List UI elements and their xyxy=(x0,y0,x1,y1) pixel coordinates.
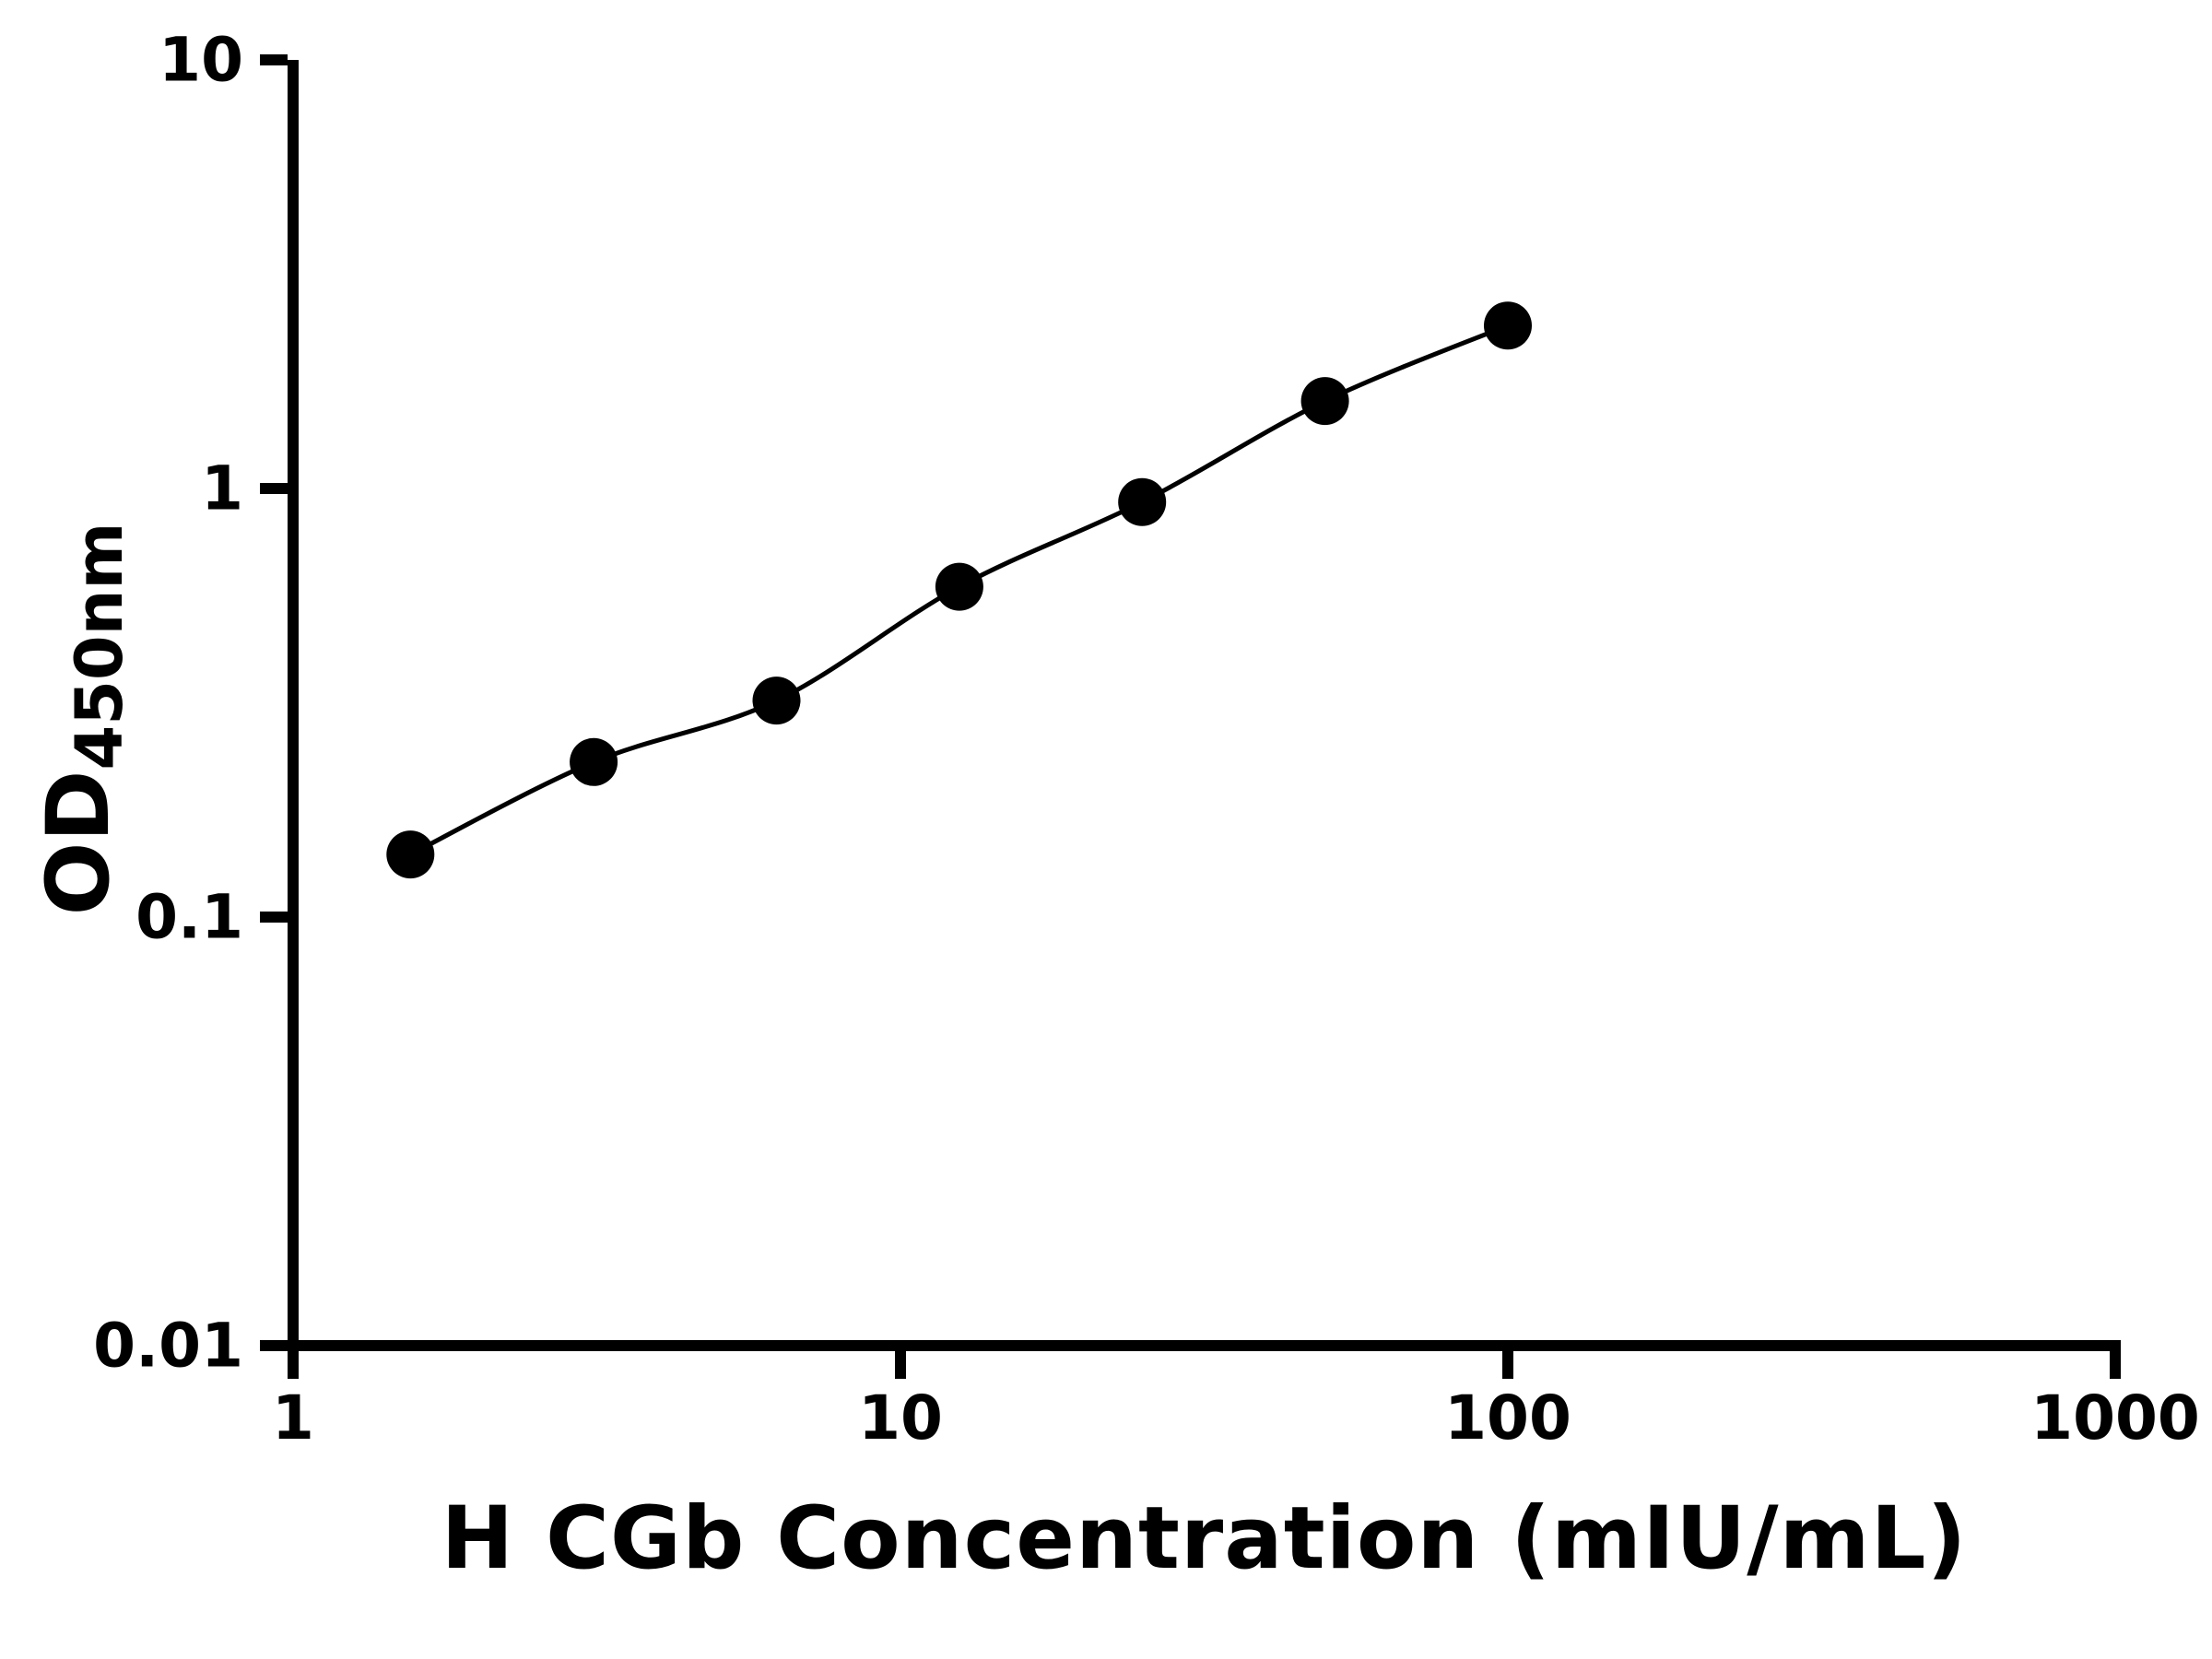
y-axis-tick-label: 10 xyxy=(159,25,243,96)
data-point xyxy=(1300,377,1349,426)
data-point xyxy=(752,677,801,725)
x-axis-title: H CGb Concentration (mIU/mL) xyxy=(441,1488,1968,1589)
x-axis-tick-label: 1000 xyxy=(2030,1382,2200,1453)
y-axis-title-main: OD xyxy=(28,770,129,916)
x-axis-tick-label: 10 xyxy=(858,1382,943,1453)
data-point xyxy=(1118,477,1167,526)
y-axis-title-subscript: 450nm xyxy=(62,522,138,771)
data-point xyxy=(1484,301,1532,350)
y-axis-tick-label: 0.1 xyxy=(135,882,243,953)
x-axis-tick-label: 1 xyxy=(272,1382,314,1453)
data-point xyxy=(386,830,435,879)
data-point xyxy=(935,562,983,611)
x-axis-tick-label: 100 xyxy=(1444,1382,1571,1453)
y-axis-tick-label: 0.01 xyxy=(93,1311,243,1382)
y-axis-title: OD450nm xyxy=(29,523,137,916)
data-point xyxy=(570,737,618,786)
y-axis-tick-label: 1 xyxy=(201,453,243,524)
